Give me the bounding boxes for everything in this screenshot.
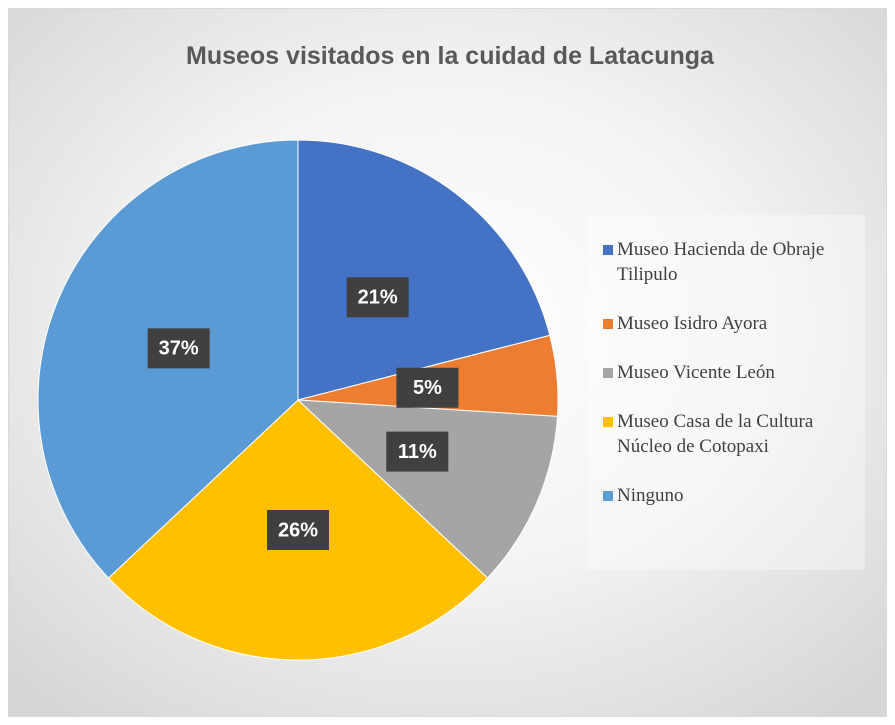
data-label-box xyxy=(386,431,449,472)
legend-label: Museo Isidro Ayora xyxy=(617,313,768,334)
legend-entry: Ninguno xyxy=(603,483,855,508)
data-label: 26% xyxy=(278,519,318,541)
legend-swatch xyxy=(603,245,613,255)
legend-swatch xyxy=(603,319,613,329)
data-label: 37% xyxy=(159,338,199,360)
legend: Museo Hacienda de Obraje Tilipulo Museo I… xyxy=(588,215,865,570)
data-label: 21% xyxy=(358,287,398,309)
legend-entry: Museo Casa de la Cultura Núcleo de Cotop… xyxy=(603,409,855,459)
legend-label: Museo Casa de la Cultura Núcleo de Cotop… xyxy=(617,411,814,457)
legend-swatch xyxy=(603,491,613,501)
data-label: 11% xyxy=(398,441,437,463)
legend-entry: Museo Isidro Ayora xyxy=(603,311,855,336)
legend-entry: Museo Vicente León xyxy=(603,360,855,385)
data-label: 5% xyxy=(413,377,442,399)
data-label-box xyxy=(346,277,409,318)
pie-slice xyxy=(296,399,559,579)
legend-label: Museo Hacienda de Obraje Tilipulo xyxy=(617,239,825,285)
legend-label: Ninguno xyxy=(617,485,684,506)
chart-title: Museos visitados en la cuidad de Latacun… xyxy=(186,42,715,70)
legend-swatch xyxy=(603,417,613,427)
legend-label: Museo Vicente León xyxy=(617,362,775,383)
legend-swatch xyxy=(603,368,613,378)
pie-slice xyxy=(297,139,551,401)
data-label-box xyxy=(267,510,329,550)
data-label-box xyxy=(396,367,459,408)
data-label-box xyxy=(147,328,210,369)
legend-entry: Museo Hacienda de Obraje Tilipulo xyxy=(603,237,855,287)
